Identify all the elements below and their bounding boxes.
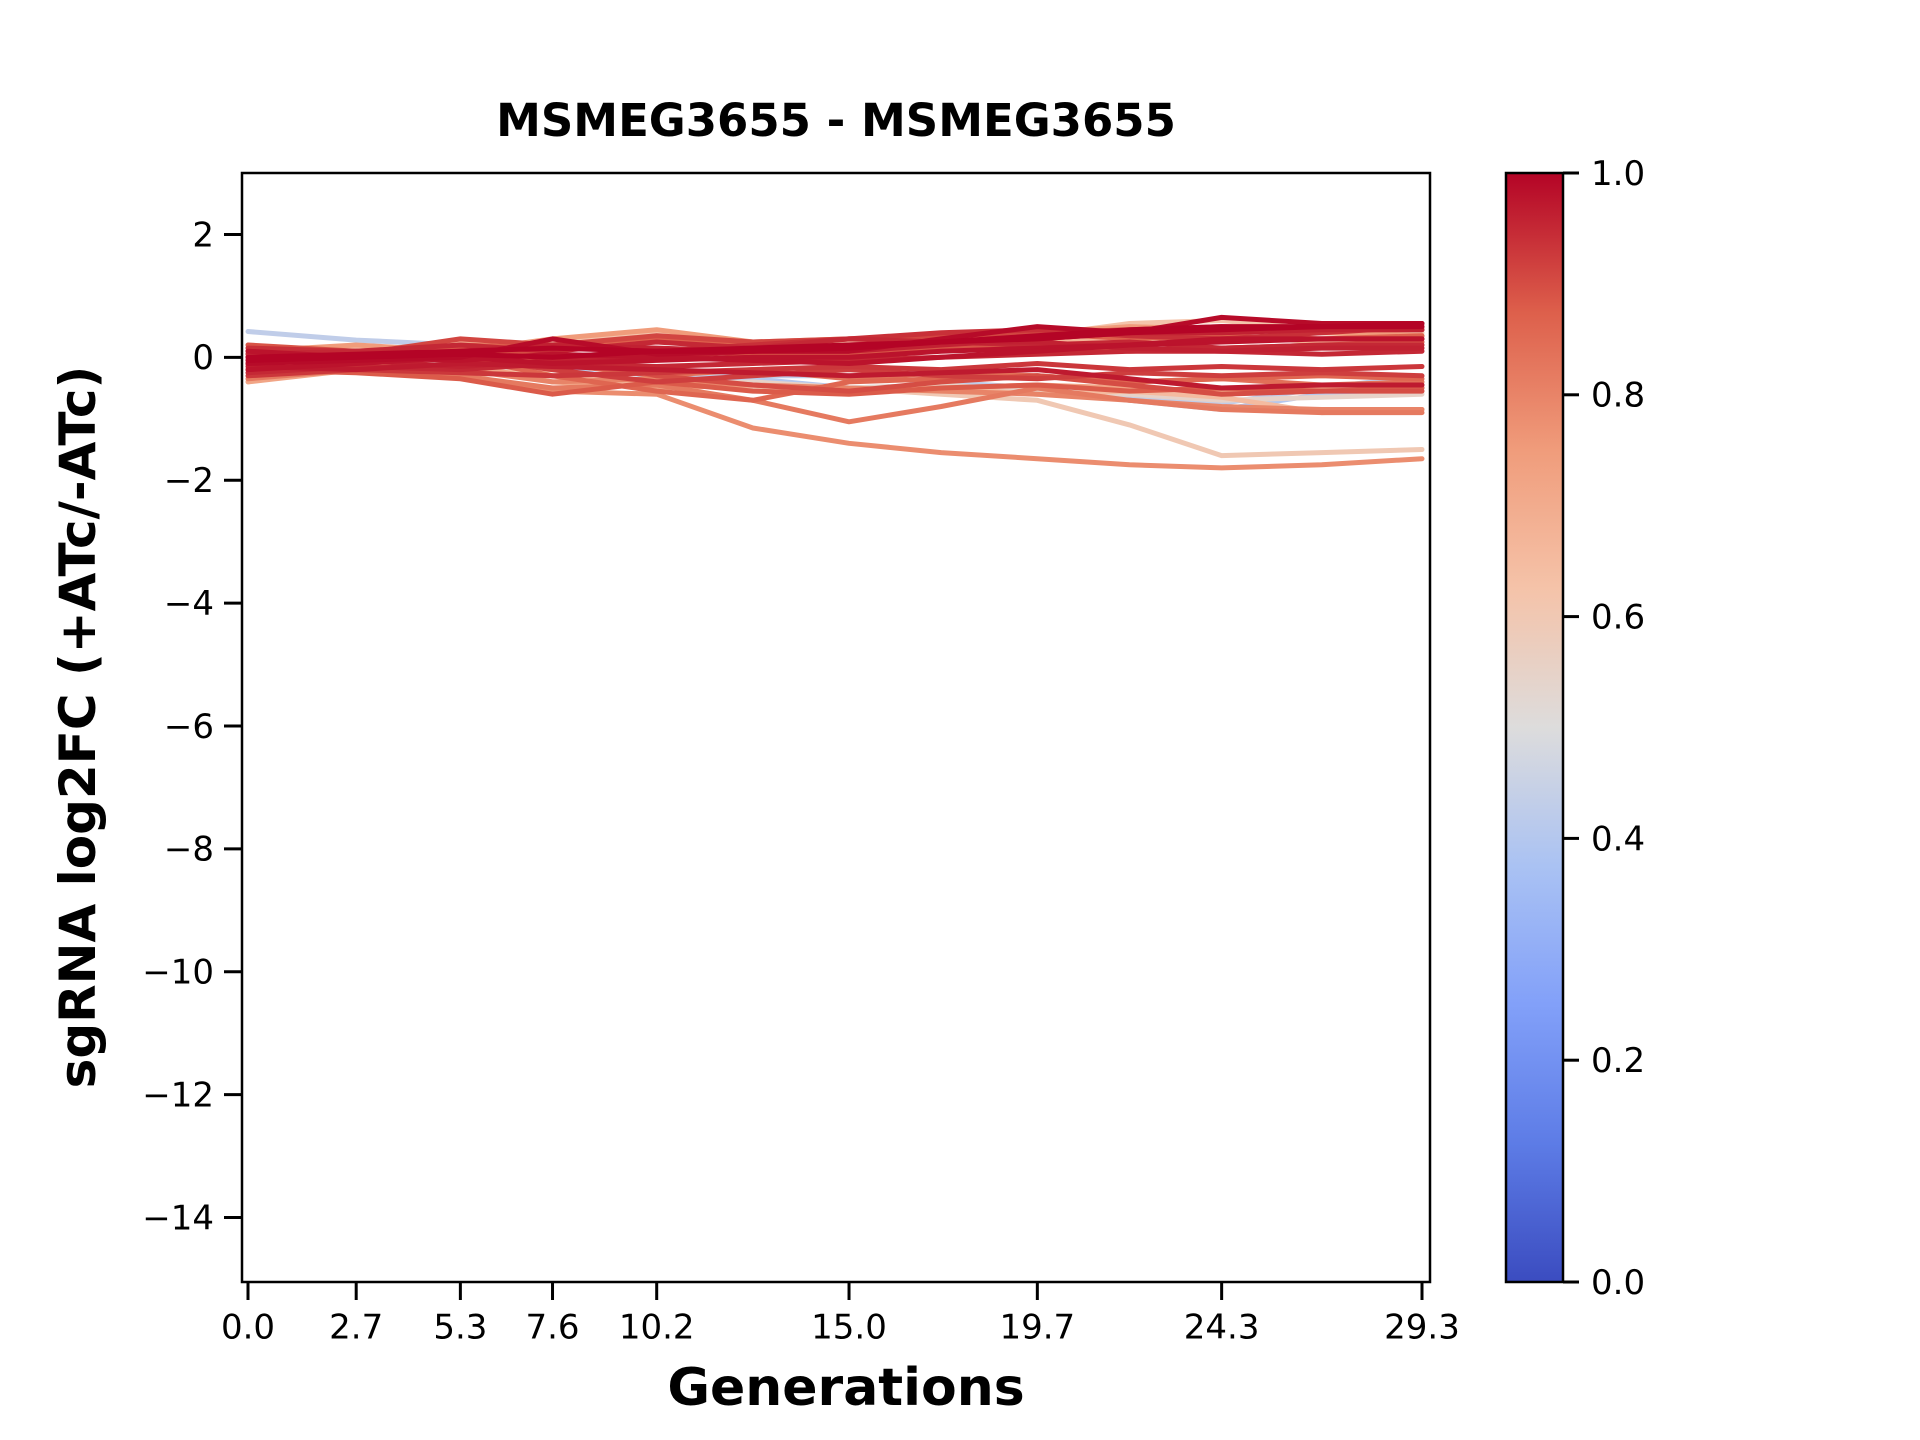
series-line-sgRNA-12 xyxy=(245,367,1425,425)
x-tick-label: 2.7 xyxy=(329,1308,383,1348)
plot-border xyxy=(240,171,1432,1284)
x-tick-label: 19.7 xyxy=(999,1308,1075,1348)
x-tick-label: 29.3 xyxy=(1384,1308,1460,1348)
series-line-sgRNA-29 xyxy=(245,336,1425,366)
y-tick-label: −12 xyxy=(142,1076,214,1116)
colorbar-tick-label: 0.8 xyxy=(1591,376,1645,416)
x-tick-label: 0.0 xyxy=(221,1308,275,1348)
colorbar-tick-label: 0.2 xyxy=(1591,1041,1645,1081)
y-tick-label: 2 xyxy=(192,215,214,255)
x-axis-label: Generations xyxy=(667,1358,1025,1418)
series-line-sgRNA-31 xyxy=(245,324,1425,363)
colorbar-tick-label: 1.0 xyxy=(1591,154,1645,194)
x-tick-label: 10.2 xyxy=(619,1308,695,1348)
y-tick-label: −8 xyxy=(164,830,214,870)
colorbar xyxy=(1504,171,1565,1284)
y-tick-label: −10 xyxy=(142,953,214,993)
series-line-sgRNA-21 xyxy=(245,361,1425,379)
colorbar-tick-label: 0.4 xyxy=(1591,819,1645,859)
y-tick-label: 0 xyxy=(192,338,214,378)
series-line-sgRNA-32 xyxy=(245,321,1425,360)
x-tick-label: 15.0 xyxy=(811,1308,887,1348)
y-tick-label: −2 xyxy=(164,461,214,501)
x-tick-label: 5.3 xyxy=(433,1308,487,1348)
colorbar-tick-label: 0.0 xyxy=(1591,1263,1645,1303)
y-tick-label: −14 xyxy=(142,1198,214,1238)
y-tick-label: −6 xyxy=(164,707,214,747)
y-tick-label: −4 xyxy=(164,584,214,624)
series-line-sgRNA-27 xyxy=(245,361,1425,391)
colorbar-tick-label: 0.6 xyxy=(1591,598,1645,638)
x-tick-label: 24.3 xyxy=(1184,1308,1260,1348)
x-tick-label: 7.6 xyxy=(525,1308,579,1348)
chart-title: MSMEG3655 - MSMEG3655 xyxy=(496,94,1176,147)
series-line-sgRNA-30 xyxy=(245,314,1425,366)
series-line-sgRNA-24 xyxy=(245,336,1425,357)
